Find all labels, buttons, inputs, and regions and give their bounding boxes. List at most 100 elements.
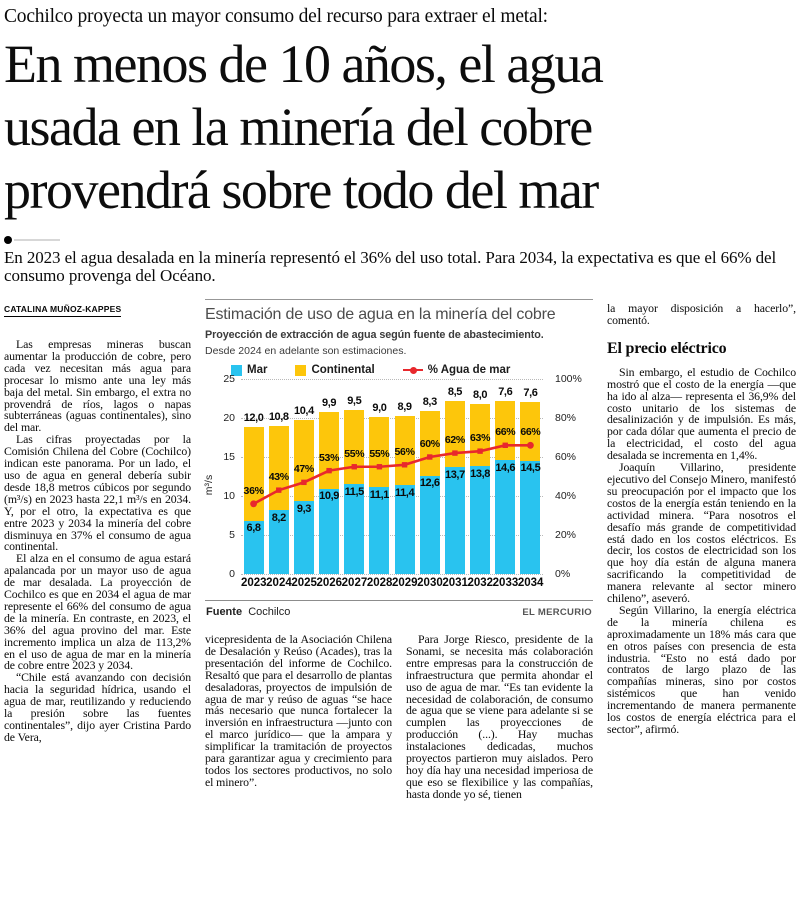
paragraph: Joaquín Villarino, presidente ejecutivo … xyxy=(607,460,796,606)
mar-value-label: 9,3 xyxy=(296,502,311,515)
bar-segment-mar xyxy=(293,501,314,574)
bar-segment-continental xyxy=(394,415,415,486)
continental-value-label: 9,0 xyxy=(372,402,387,415)
line-marker xyxy=(326,467,332,474)
legend-item: Mar xyxy=(231,364,267,376)
legend-line-marker xyxy=(402,365,423,375)
paragraph: vicepresidenta de la Asociación Chilena … xyxy=(205,632,392,789)
continental-value-label: 10,4 xyxy=(294,405,314,418)
x-axis-category-label: 2029 xyxy=(392,577,418,589)
bullet-rule xyxy=(14,238,60,241)
stacked-bar xyxy=(444,400,465,574)
byline: CATALINA MUÑOZ-KAPPES xyxy=(4,304,122,317)
bar-segment-mar xyxy=(495,460,516,574)
bar-segment-continental xyxy=(444,400,465,468)
stacked-bar xyxy=(394,415,415,574)
continental-value-label: 8,3 xyxy=(422,395,437,408)
bar-segment-mar xyxy=(268,510,289,574)
continental-value-label: 12,0 xyxy=(243,412,264,425)
chart-source-row: Fuente Cochilco EL MERCURIO xyxy=(205,601,593,618)
line-marker xyxy=(527,441,534,449)
paragraph: El alza en el consumo de agua estará apa… xyxy=(4,551,191,673)
y2-axis-tick-label: 20% xyxy=(555,529,577,541)
paragraph: Las cifras proyectadas por la Comisión C… xyxy=(4,432,191,554)
x-axis-category-label: 2027 xyxy=(341,577,368,589)
bar-segment-continental xyxy=(243,427,264,521)
percent-label: 62% xyxy=(444,434,465,447)
legend-label: Continental xyxy=(311,364,375,376)
x-axis-category-label: 2030 xyxy=(417,577,443,589)
y-axis-tick-label: 20 xyxy=(223,412,235,424)
section-subhead: El precio eléctrico xyxy=(607,339,727,357)
deck: En 2023 el agua desalada en la minería r… xyxy=(4,248,777,285)
continental-value-label: 7,6 xyxy=(523,386,538,399)
chart: Estimación de uso de agua en la minería … xyxy=(203,299,593,618)
gridline xyxy=(241,574,543,575)
y2-axis-tick-label: 80% xyxy=(555,412,577,424)
mar-value-label: 12,6 xyxy=(419,477,440,490)
line-marker xyxy=(401,462,408,468)
x-axis-category-label: 2031 xyxy=(442,577,468,589)
mar-value-label: 13,8 xyxy=(470,467,490,480)
mar-value-label: 14,6 xyxy=(495,461,516,474)
bar-segment-mar xyxy=(344,484,365,574)
mar-value-label: 14,5 xyxy=(520,462,541,475)
column-4: la mayor disposición a hacerlo”, comentó… xyxy=(607,299,796,801)
line-marker xyxy=(250,500,257,508)
stacked-bar xyxy=(369,417,390,574)
chart-title: Estimación de uso de agua en la minería … xyxy=(205,306,556,323)
bar-segment-mar xyxy=(394,485,415,574)
legend-label: Mar xyxy=(247,364,268,376)
legend-line-dot xyxy=(409,366,417,374)
gridline xyxy=(241,496,543,497)
continental-value-label: 8,0 xyxy=(473,388,488,401)
stacked-bar xyxy=(243,427,264,574)
chart-note: Desde 2024 en adelante son estimaciones. xyxy=(205,345,407,357)
paragraph: Sin embargo, el estudio de Cochilco most… xyxy=(607,364,796,463)
percent-label: 55% xyxy=(369,447,390,460)
paragraph: Para Jorge Riesco, presidente de la Sona… xyxy=(406,632,593,801)
mar-value-label: 11,5 xyxy=(344,485,365,498)
continental-value-label: 7,6 xyxy=(498,385,513,398)
percent-label: 47% xyxy=(293,463,314,476)
continental-value-label: 8,9 xyxy=(397,400,412,413)
percent-label: 66% xyxy=(520,426,541,439)
percent-label: 56% xyxy=(394,445,415,458)
mar-value-label: 6,8 xyxy=(246,522,261,535)
bar-segment-mar xyxy=(470,466,491,574)
source-name: Cochilco xyxy=(248,606,291,618)
kicker: Cochilco proyecta un mayor consumo del r… xyxy=(4,6,548,27)
y2-axis-tick-label: 100% xyxy=(555,373,582,385)
x-axis-category-label: 2034 xyxy=(517,577,544,589)
chart-footer-rule xyxy=(205,600,593,601)
y2-axis-tick-label: 40% xyxy=(555,490,577,502)
mar-value-label: 10,9 xyxy=(319,490,339,503)
mar-value-label: 13,7 xyxy=(445,468,465,481)
gridline xyxy=(241,457,543,458)
gridline xyxy=(241,418,543,419)
legend-item: Continental xyxy=(295,364,375,376)
y-axis-tick-label: 5 xyxy=(229,529,235,541)
headline-line-1: En menos de 10 años, el agua xyxy=(4,34,604,94)
chart-subtitle: Proyección de extracción de agua según f… xyxy=(205,329,544,341)
bar-segment-mar xyxy=(419,475,440,574)
mar-value-label: 8,2 xyxy=(271,511,286,524)
percent-label: 43% xyxy=(268,471,289,484)
y-axis-tick-label: 0 xyxy=(229,568,235,580)
line-marker xyxy=(351,464,357,470)
legend-label: % Agua de mar xyxy=(427,364,511,376)
gridline xyxy=(241,379,543,380)
bar-segment-mar xyxy=(444,467,465,574)
x-axis-category-label: 2023 xyxy=(241,577,267,589)
y2-axis-tick-label: 0% xyxy=(555,568,571,580)
continental-value-label: 9,5 xyxy=(347,395,362,408)
chart-plot-area: m³/s 12,0 6,8 36% 10,8 8,2 43% 10,4 9,3 47% 9,9 10… xyxy=(203,373,593,592)
bar-segment-mar xyxy=(369,487,390,574)
mar-value-label: 11,1 xyxy=(369,488,390,501)
headline-line-3: provendrá sobre todo del mar xyxy=(4,160,599,220)
legend-swatch-mar xyxy=(231,364,242,376)
article-body: CATALINA MUÑOZ-KAPPES Las empresas miner… xyxy=(4,299,796,801)
paragraph: Según Villarino, la energía eléctrica de… xyxy=(607,602,796,736)
y2-axis-tick-label: 60% xyxy=(555,451,577,463)
